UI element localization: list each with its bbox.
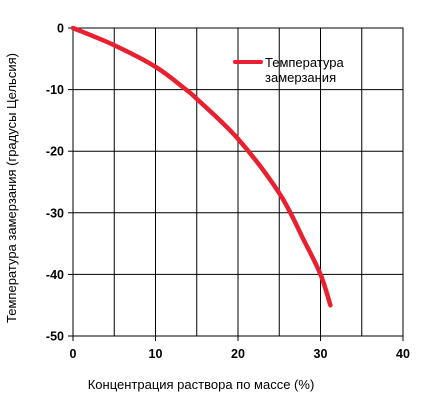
x-axis-title: Концентрация раствора по массе (%) <box>88 377 315 392</box>
y-axis-title: Температура замерзания (градусы Цельсия) <box>4 53 19 323</box>
y-tick-label: -30 <box>46 206 64 220</box>
x-tick-label: 20 <box>231 347 245 361</box>
grid <box>72 27 404 337</box>
x-tick-label: 30 <box>314 347 328 361</box>
y-tick-label: -40 <box>46 268 64 282</box>
x-tick-label: 40 <box>396 347 410 361</box>
x-axis-ticks: 0 10 20 30 40 <box>70 336 410 361</box>
series-line-freezing-point <box>70 25 333 308</box>
legend: Температура замерзания <box>233 55 345 85</box>
y-tick-label: -20 <box>46 145 64 159</box>
legend-label-line-2: замерзания <box>265 70 336 85</box>
legend-label-line-1: Температура <box>265 55 345 70</box>
y-tick-label: 0 <box>57 22 64 36</box>
series-lines <box>70 25 333 308</box>
x-tick-label: 0 <box>70 347 77 361</box>
y-axis-ticks: 0 -10 -20 -30 -40 -50 <box>46 22 73 344</box>
y-tick-label: -50 <box>46 330 64 344</box>
y-tick-label: -10 <box>46 83 64 97</box>
x-tick-label: 10 <box>149 347 163 361</box>
